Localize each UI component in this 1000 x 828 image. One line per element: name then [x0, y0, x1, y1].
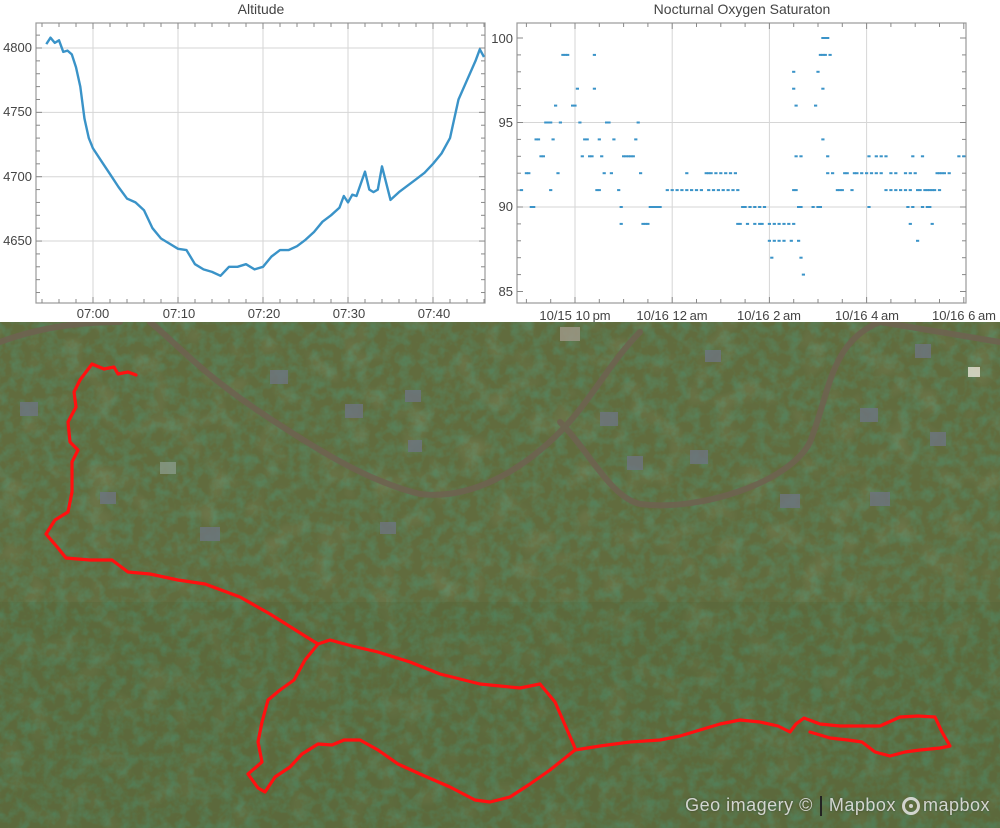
mapbox-logo[interactable]: mapbox — [901, 795, 990, 816]
route-track — [44, 362, 952, 804]
mapbox-logo-text: mapbox — [922, 795, 990, 815]
altitude-x-label: 07:40 — [418, 306, 451, 321]
altitude-y-label: 4750 — [3, 104, 32, 119]
altitude-chart: Altitude 4800 4750 4700 4650 07:00 07:10… — [0, 0, 490, 322]
oxygen-chart: Nocturnal Oxygen Saturaton 100 95 90 85 … — [480, 0, 1000, 322]
map-buildings — [20, 327, 980, 541]
oxygen-y-label: 85 — [499, 284, 513, 299]
oxygen-plot: 100 95 90 85 10/15 10 pm 10/16 12 am 10/… — [491, 22, 996, 322]
altitude-y-label: 4800 — [3, 40, 32, 55]
oxygen-y-label: 100 — [491, 31, 513, 46]
altitude-x-label: 07:20 — [248, 306, 281, 321]
oxygen-x-label: 10/16 12 am — [636, 308, 707, 322]
oxygen-x-label: 10/16 6 am — [932, 308, 996, 322]
altitude-x-label: 07:30 — [333, 306, 366, 321]
oxygen-x-label: 10/16 2 am — [737, 308, 801, 322]
text-cursor — [819, 795, 822, 816]
oxygen-chart-title: Nocturnal Oxygen Saturaton — [653, 1, 831, 17]
altitude-y-label: 4700 — [3, 169, 32, 184]
attribution-text[interactable]: Geo imagery © — [685, 795, 813, 815]
altitude-plot: 4800 4750 4700 4650 07:00 07:10 07:20 07… — [3, 22, 486, 321]
altitude-x-label: 07:00 — [77, 306, 110, 321]
oxygen-x-label: 10/16 4 am — [835, 308, 899, 322]
mapbox-logo-icon — [901, 796, 920, 815]
oxygen-y-label: 90 — [499, 199, 513, 214]
satellite-map[interactable]: Geo imagery © Mapbox mapbox — [0, 322, 1000, 828]
oxygen-y-label: 95 — [499, 115, 513, 130]
altitude-line — [45, 36, 486, 277]
altitude-chart-title: Altitude — [237, 1, 285, 17]
altitude-y-label: 4650 — [3, 233, 32, 248]
altitude-x-label: 07:10 — [163, 306, 196, 321]
map-attribution[interactable]: Geo imagery © Mapbox mapbox — [685, 795, 990, 816]
oxygen-points — [519, 37, 966, 276]
attribution-provider-link[interactable]: Mapbox — [828, 795, 896, 815]
oxygen-x-label: 10/15 10 pm — [539, 308, 610, 322]
map-roads — [0, 322, 1000, 509]
map-imagery — [0, 322, 1000, 828]
